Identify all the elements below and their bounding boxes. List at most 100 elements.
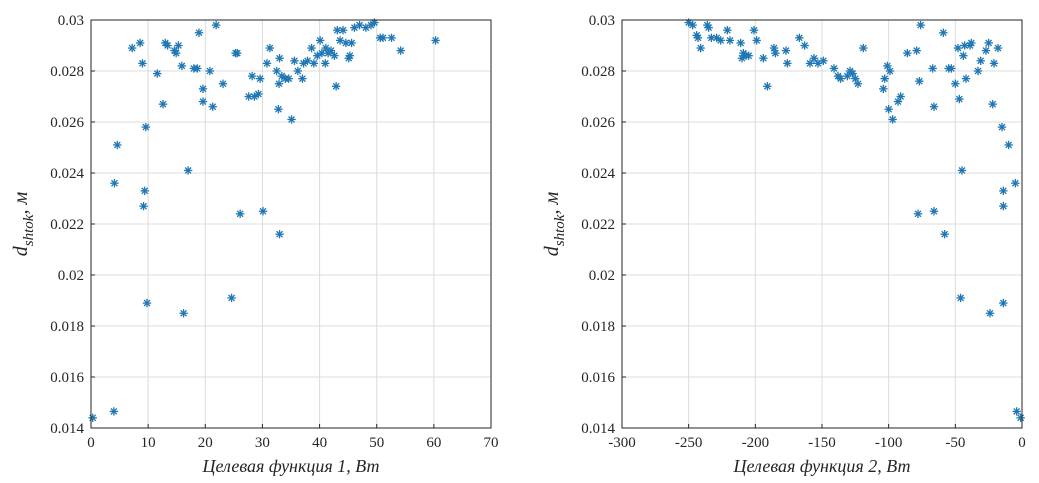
data-point [915,77,924,86]
x-tick-label: 10 [141,435,156,451]
y-axis-label-1-main: d [10,245,32,256]
x-tick-label: -250 [675,435,703,451]
data-point [999,298,1008,308]
x-tick-label: -100 [875,435,903,451]
data-point [999,186,1008,196]
x-tick-labels-2: -300 -250 -200 -150 -100 -50 0 [608,424,1026,451]
y-tick-label: 0.014 [581,421,615,437]
data-point [183,166,193,175]
x-tick-labels-1: 0 10 20 30 40 50 60 70 [87,424,499,451]
data-point [142,298,152,308]
y-tick-label: 0.03 [589,13,615,29]
data-point [177,61,187,71]
x-tick-label: 20 [198,435,213,451]
data-point [235,209,245,218]
data-point [888,115,897,124]
data-point [355,20,364,30]
data-point [961,74,971,83]
data-point [396,46,405,55]
y-tick-label: 0.03 [58,13,84,29]
data-point [309,59,319,68]
scatter-plot-2: -300 -250 -200 -150 -100 -50 0 0.014 0.016 0.018… [541,13,1026,476]
data-point [984,38,993,48]
data-point [194,28,204,37]
data-point [988,99,997,109]
data-point [158,99,168,109]
data-point [141,122,151,132]
data-point [315,36,325,45]
y-axis-label-2-unit: , м [541,192,563,215]
data-point [307,43,316,53]
x-tick-label: -200 [742,435,770,451]
y-axis-label-1: dshtok, м [10,192,37,257]
data-point [153,69,162,78]
data-point [716,36,725,45]
data-point [884,105,893,114]
data-point [781,46,791,55]
data-point [293,66,303,76]
data-point [955,94,964,104]
y-tick-label: 0.028 [50,64,84,80]
data-point [913,209,923,218]
data-point [298,74,307,83]
data-point [829,64,839,73]
data-point [275,230,284,239]
data-point [171,48,181,58]
data-point [198,97,208,106]
data-point [233,48,242,58]
y-axis-label-2: dshtok, м [541,192,568,257]
data-point [138,59,147,68]
data-point [953,43,963,53]
y-tick-label: 0.018 [50,319,84,335]
data-point [347,38,356,48]
data-point [330,51,339,60]
data-point [896,92,905,101]
y-tick-label: 0.026 [581,115,615,131]
data-point [218,79,228,88]
data-points-1 [88,18,440,422]
data-point [265,43,275,53]
x-tick-label: -50 [945,435,965,451]
y-axis-label-1-subscript: shtok [21,214,37,246]
y-tick-labels-1: 0.014 0.016 0.018 0.02 0.022 0.024 0.026 0.028 0… [50,13,95,437]
data-point [795,33,804,43]
y-axis-label-2-main: d [541,245,563,256]
data-point [929,207,939,216]
data-point [254,89,263,99]
y-tick-label: 0.022 [50,217,84,233]
x-tick-label: 0 [87,435,95,451]
data-point [140,186,149,196]
data-point [928,64,937,73]
data-point [693,33,703,43]
data-point [205,66,215,76]
data-point [704,23,713,32]
data-points-2 [684,18,1025,422]
x-tick-label: 70 [484,435,499,451]
y-tick-label: 0.02 [58,268,84,284]
data-point [331,82,341,91]
data-point [208,102,217,111]
x-tick-label: 50 [369,435,384,451]
y-tick-label: 0.022 [581,217,615,233]
data-point [387,33,396,43]
data-point [227,293,236,303]
data-point [255,74,265,83]
x-tick-label: -150 [808,435,836,451]
data-point [109,407,119,416]
data-point [688,20,697,30]
data-point [859,43,868,53]
data-point [287,115,296,124]
data-point [939,28,948,37]
x-tick-label: 30 [255,435,270,451]
data-point [759,54,768,63]
data-point [973,66,983,76]
y-tick-label: 0.02 [589,268,615,284]
data-point [258,207,268,216]
y-tick-label: 0.018 [581,319,615,335]
data-point [993,43,1003,53]
data-point [749,26,759,35]
y-tick-label: 0.016 [581,370,615,386]
data-point [752,36,761,45]
data-point [967,38,976,48]
data-point [985,309,995,318]
